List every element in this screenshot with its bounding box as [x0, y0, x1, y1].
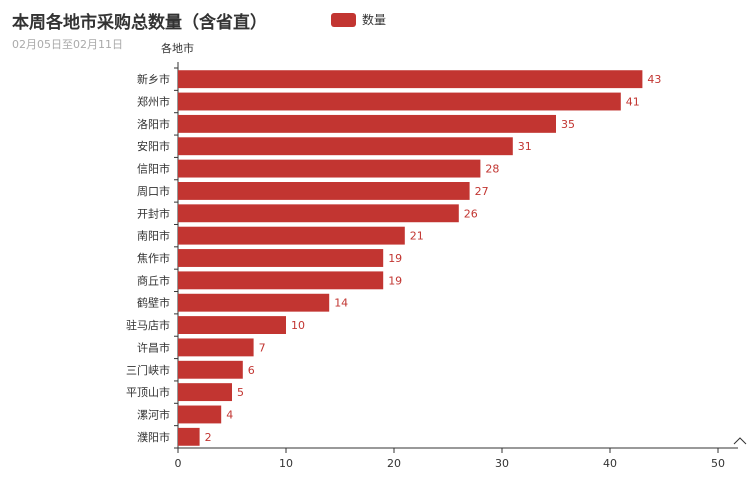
- bar-value-label: 4: [226, 408, 233, 421]
- y-tick-label: 洛阳市: [137, 117, 170, 131]
- y-tick-label: 鹤壁市: [137, 296, 170, 310]
- bar-value-label: 10: [291, 319, 305, 332]
- y-tick-label: 开封市: [137, 206, 170, 220]
- chart-title: 本周各地市采购总数量（含省直）: [12, 13, 267, 33]
- bar-value-label: 2: [205, 431, 212, 444]
- bar-value-label: 6: [248, 364, 255, 377]
- bar: [178, 70, 643, 89]
- bar-value-label: 7: [259, 341, 266, 354]
- legend[interactable]: 数量: [331, 11, 386, 28]
- legend-label[interactable]: 数量: [362, 13, 387, 27]
- bar-value-label: 28: [485, 163, 499, 176]
- bar: [178, 405, 222, 424]
- bar: [178, 427, 200, 446]
- y-tick-label: 新乡市: [137, 72, 170, 86]
- y-tick-label: 信阳市: [137, 162, 170, 176]
- x-tick-label: 10: [279, 457, 293, 470]
- bar: [178, 137, 513, 156]
- y-tick-label: 安阳市: [137, 139, 170, 153]
- bar-value-label: 5: [237, 386, 244, 399]
- y-tick-label: 周口市: [137, 184, 170, 198]
- y-tick-label: 平顶山市: [126, 385, 170, 399]
- x-tick-label: 50: [711, 457, 725, 470]
- bar-value-label: 43: [647, 73, 661, 86]
- y-tick-label: 濮阳市: [137, 430, 170, 444]
- x-tick-label: 30: [495, 457, 509, 470]
- bar: [178, 360, 243, 379]
- bar-value-label: 35: [561, 118, 575, 131]
- y-tick-label: 南阳市: [137, 229, 170, 243]
- bar: [178, 92, 621, 111]
- y-tick-label: 商丘市: [137, 273, 170, 287]
- legend-swatch[interactable]: [331, 12, 356, 27]
- bar: [178, 114, 556, 133]
- bar: [178, 316, 286, 334]
- bar: [178, 204, 459, 223]
- bar-value-label: 14: [334, 297, 348, 310]
- bar: [178, 159, 481, 178]
- bar-value-label: 27: [475, 185, 489, 198]
- bar-value-label: 19: [388, 252, 402, 265]
- x-axis-arrow: [733, 437, 747, 445]
- x-tick-label: 0: [175, 457, 182, 470]
- bar-value-label: 41: [626, 96, 640, 109]
- y-axis-name: 各地市: [161, 42, 194, 55]
- y-tick-label: 焦作市: [137, 251, 170, 265]
- y-tick-label: 驻马店市: [126, 318, 170, 332]
- bar: [178, 182, 470, 200]
- x-tick-label: 20: [387, 457, 401, 470]
- y-tick-label: 漯河市: [137, 407, 170, 421]
- bar-value-label: 21: [410, 230, 424, 243]
- bar: [178, 383, 232, 402]
- bar-value-label: 19: [388, 274, 402, 287]
- bar: [178, 338, 254, 357]
- bar-value-label: 31: [518, 140, 532, 153]
- bar: [178, 226, 405, 245]
- y-tick-label: 许昌市: [137, 340, 170, 354]
- bar-value-label: 26: [464, 207, 478, 220]
- y-tick-label: 郑州市: [137, 95, 170, 109]
- bar: [178, 249, 384, 267]
- y-tick-label: 三门峡市: [126, 363, 170, 377]
- bar: [178, 293, 330, 312]
- x-tick-label: 40: [603, 457, 617, 470]
- bar: [178, 271, 384, 290]
- chart-subtitle: 02月05日至02月11日: [12, 38, 123, 51]
